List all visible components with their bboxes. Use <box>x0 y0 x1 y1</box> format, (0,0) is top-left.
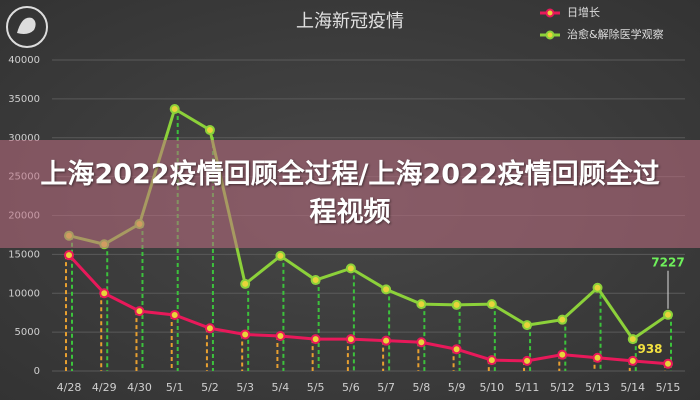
point <box>204 124 215 135</box>
point <box>522 320 533 331</box>
point <box>381 335 392 346</box>
x-tick-label: 5/11 <box>515 381 540 394</box>
point <box>240 329 251 340</box>
legend-marker <box>545 8 555 18</box>
point <box>134 306 145 317</box>
x-tick-label: 5/8 <box>413 381 431 394</box>
point <box>557 314 568 325</box>
point <box>627 334 638 345</box>
point <box>451 344 462 355</box>
series-line <box>67 254 669 366</box>
point <box>345 334 356 345</box>
y-tick-label: 5000 <box>15 327 40 338</box>
point <box>486 299 497 310</box>
x-tick-label: 5/6 <box>342 381 360 394</box>
x-tick-label: 5/15 <box>656 381 681 394</box>
point <box>522 355 533 366</box>
point <box>169 310 180 321</box>
x-tick-label: 4/29 <box>92 381 117 394</box>
x-tick-label: 5/3 <box>236 381 254 394</box>
overlay-text: 上海2022疫情回顾全过程/上海2022疫情回顾全过程视频 <box>40 159 660 228</box>
x-tick-label: 5/13 <box>585 381 610 394</box>
y-tick-label: 35000 <box>8 94 40 105</box>
point <box>275 250 286 261</box>
overlay-banner: 上海2022疫情回顾全过程/上海2022疫情回顾全过程视频 <box>0 140 700 248</box>
x-tick-label: 4/30 <box>127 381 152 394</box>
y-tick-label: 40000 <box>8 55 40 66</box>
legend-label: 日增长 <box>567 5 600 19</box>
y-tick-label: 30000 <box>8 133 40 144</box>
x-tick-label: 5/2 <box>201 381 219 394</box>
point <box>451 299 462 310</box>
y-tick-label: 15000 <box>8 249 40 260</box>
x-tick-label: 5/10 <box>479 381 504 394</box>
data-label: 938 <box>637 342 662 356</box>
point <box>99 288 110 299</box>
point <box>240 278 251 289</box>
point <box>345 263 356 274</box>
chart-title: 上海新冠疫情 <box>296 11 404 32</box>
logo <box>6 6 48 48</box>
point <box>557 349 568 360</box>
point <box>486 355 497 366</box>
x-tick-label: 5/14 <box>620 381 645 394</box>
point <box>204 323 215 334</box>
series-line <box>68 106 669 342</box>
point <box>381 284 392 295</box>
legend-label: 治愈&解除医学观察 <box>567 27 664 41</box>
x-tick-label: 5/7 <box>377 381 395 394</box>
point <box>592 282 603 293</box>
point <box>416 337 427 348</box>
x-tick-label: 5/5 <box>307 381 325 394</box>
y-tick-label: 0 <box>34 366 40 377</box>
point <box>64 250 74 261</box>
point <box>663 358 673 369</box>
x-tick-label: 4/28 <box>57 381 82 394</box>
x-tick-label: 5/4 <box>272 381 290 394</box>
point <box>275 331 286 342</box>
x-tick-label: 5/12 <box>550 381 575 394</box>
point <box>169 103 180 114</box>
data-label: 7227 <box>651 255 684 269</box>
point <box>627 355 638 366</box>
point <box>416 299 427 310</box>
legend-marker <box>545 30 555 40</box>
x-tick-label: 5/9 <box>448 381 466 394</box>
point <box>663 309 673 320</box>
y-tick-label: 10000 <box>8 288 40 299</box>
point <box>310 275 321 286</box>
point <box>592 352 603 363</box>
x-tick-label: 5/1 <box>166 381 184 394</box>
point <box>310 334 321 345</box>
